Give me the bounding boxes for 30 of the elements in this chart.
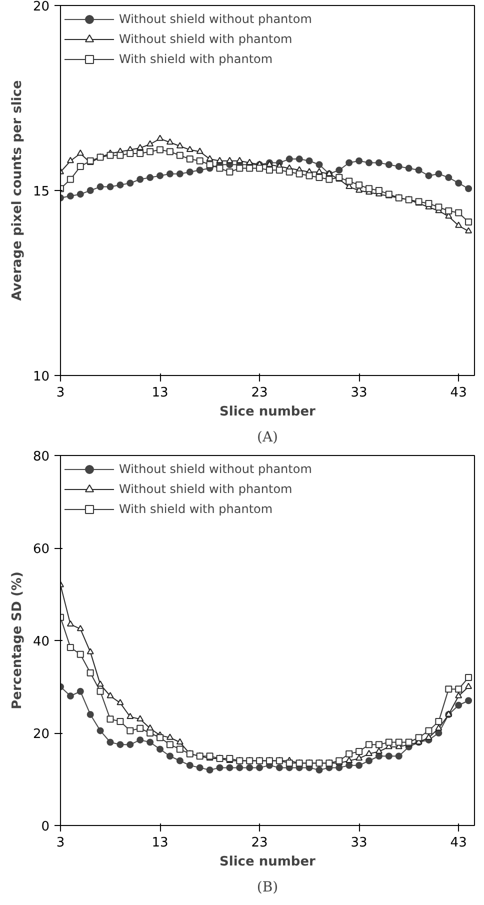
y-tick-label: 15 — [32, 184, 50, 200]
x-tick-label: 23 — [251, 386, 268, 400]
x-tick-label: 33 — [350, 386, 368, 400]
x-axis-title: Slice number — [220, 854, 316, 870]
y-tick-label: 60 — [32, 542, 50, 557]
x-axis-title: Slice number — [220, 404, 316, 420]
x-tick-label: 33 — [350, 836, 368, 850]
legend-label: With shield with phantom — [119, 502, 273, 516]
legend-label: Without shield without phantom — [119, 462, 312, 476]
x-tick-label: 23 — [251, 836, 268, 850]
x-tick-label: 43 — [450, 386, 467, 400]
text: (A) — [256, 430, 278, 446]
y-tick-label: 80 — [32, 450, 50, 464]
x-tick-label: 3 — [56, 386, 65, 400]
legend-label: Without shield without phantom — [119, 12, 312, 26]
y-tick-label: 40 — [32, 634, 50, 650]
y-tick-label: 0 — [41, 820, 50, 834]
x-tick-label: 43 — [450, 836, 467, 850]
legend-label: With shield with phantom — [119, 52, 273, 66]
y-tick-label: 10 — [32, 370, 50, 384]
legend-label: Without shield with phantom — [119, 32, 292, 46]
y-tick-label: 20 — [32, 727, 50, 742]
text: (B) — [256, 880, 278, 896]
x-tick-label: 13 — [152, 386, 168, 400]
y-tick-label: 20 — [32, 0, 50, 14]
y-axis-title: Percentage SD (%) — [10, 572, 25, 710]
x-tick-label: 3 — [56, 836, 65, 850]
y-axis-title: Average pixel counts per slice — [10, 80, 25, 301]
legend-label: Without shield with phantom — [119, 482, 292, 496]
x-tick-label: 13 — [152, 836, 168, 850]
